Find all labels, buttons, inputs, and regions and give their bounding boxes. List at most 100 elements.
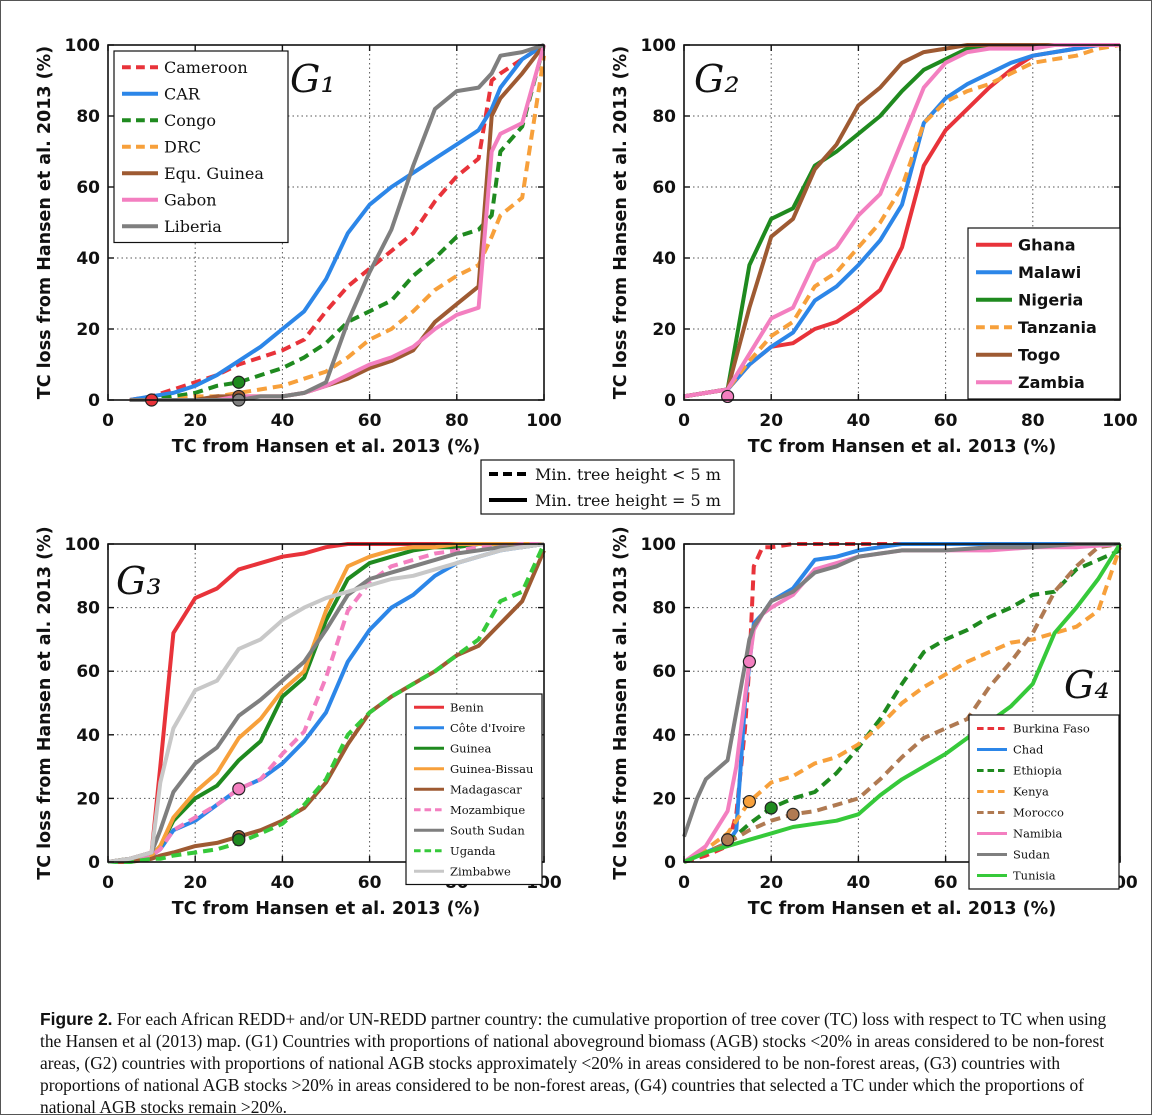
- legend-label: Togo: [1018, 346, 1060, 365]
- legend-label: Namibia: [1013, 827, 1063, 841]
- x-axis-label: TC from Hansen et al. 2013 (%): [172, 437, 480, 457]
- y-axis-label: TC loss from Hansen et al. 2013 (%): [35, 46, 55, 399]
- legend-label: Equ. Guinea: [164, 164, 264, 183]
- legend-box: [967, 227, 1121, 400]
- x-tick-label: 20: [183, 411, 207, 431]
- y-tick-label: 0: [664, 853, 676, 873]
- y-tick-label: 0: [88, 391, 100, 411]
- legend-label: Zimbabwe: [450, 864, 511, 878]
- legend-label: Tanzania: [1018, 318, 1097, 337]
- plot-frame: [683, 44, 1121, 401]
- y-tick-label: 20: [652, 320, 676, 340]
- y-tick-label: 60: [652, 178, 676, 198]
- legend: Ghana Malawi Nigeria Tanzania Togo Zambia: [967, 227, 1121, 400]
- x-tick-label: 60: [934, 411, 958, 431]
- legend-label: Guinea-Bissau: [450, 762, 533, 776]
- legend-label: Sudan: [1013, 848, 1051, 862]
- legend-label: Ghana: [1018, 236, 1076, 255]
- chart-panel-G1: 0 20 40 60 80 100 0 20 40 60 80 100 TC from Hansen e…: [35, 36, 562, 457]
- plot-frame: [683, 543, 1121, 863]
- legend-label: Gabon: [164, 191, 217, 210]
- plot-frame: [107, 543, 545, 863]
- panel-label: G₁: [290, 57, 336, 101]
- y-tick-label: 60: [76, 662, 100, 682]
- x-tick-label: 100: [1102, 411, 1138, 431]
- x-tick-label: 40: [271, 411, 295, 431]
- threshold-marker: [742, 655, 757, 669]
- legend: Burkina Faso Chad Ethiopia Kenya Morocco Nami…: [968, 714, 1120, 890]
- y-tick-label: 40: [76, 249, 100, 269]
- y-axis-label: TC loss from Hansen et al. 2013 (%): [35, 526, 55, 879]
- x-tick-label: 0: [678, 411, 690, 431]
- threshold-marker: [232, 782, 246, 796]
- x-tick-label: 20: [759, 411, 783, 431]
- y-tick-label: 80: [76, 599, 100, 619]
- y-tick-label: 80: [652, 599, 676, 619]
- x-tick-label: 0: [678, 873, 690, 893]
- series-line-uganda: [108, 543, 546, 864]
- chart-panel-G2: 0 20 40 60 80 100 0 20 40 60 80 100 TC from Hansen e…: [611, 36, 1138, 457]
- series-line-sudan: [682, 542, 1120, 838]
- series-line-drc: [129, 55, 546, 402]
- legend: Benin Côte d'Ivoire Guinea Guinea-Bissau Mad…: [405, 693, 543, 886]
- threshold-marker: [232, 375, 246, 389]
- legend-label: Uganda: [450, 844, 496, 858]
- x-tick-label: 80: [445, 411, 469, 431]
- y-tick-label: 40: [652, 249, 676, 269]
- y-axis-label: TC loss from Hansen et al. 2013 (%): [611, 46, 631, 399]
- legend-label: Ethiopia: [1013, 764, 1062, 778]
- line-style-legend-box: [480, 459, 735, 515]
- x-tick-label: 100: [526, 411, 562, 431]
- y-tick-label: 40: [652, 726, 676, 746]
- y-tick-label: 0: [88, 853, 100, 873]
- series-line-mozambique: [107, 542, 544, 864]
- series-line-zambia: [683, 43, 1120, 399]
- plot-frame: [107, 44, 545, 401]
- legend-label: Guinea: [450, 741, 491, 755]
- legend-label: DRC: [164, 138, 201, 157]
- x-tick-label: 60: [358, 873, 382, 893]
- legend-label: Morocco: [1013, 806, 1064, 820]
- threshold-marker: [232, 833, 246, 847]
- series-line-zimbabwe: [107, 542, 545, 864]
- y-tick-label: 80: [76, 107, 100, 127]
- x-tick-label: 80: [1021, 411, 1045, 431]
- y-tick-label: 80: [652, 107, 676, 127]
- y-tick-label: 0: [664, 391, 676, 411]
- panel-label: G₃: [116, 559, 162, 603]
- legend-label: Nigeria: [1018, 291, 1083, 310]
- legend-label: Burkina Faso: [1013, 722, 1090, 736]
- series-line-car: [129, 43, 546, 402]
- series-line-malawi: [683, 43, 1120, 399]
- y-tick-label: 60: [652, 662, 676, 682]
- x-tick-label: 20: [183, 873, 207, 893]
- legend-label: Madagascar: [450, 782, 522, 796]
- legend-label: South Sudan: [450, 823, 525, 837]
- figure-plots: 0 20 40 60 80 100 0 20 40 60 80 100 TC from Hansen e…: [35, 36, 1138, 919]
- legend-label: Malawi: [1018, 263, 1081, 282]
- caption-label: Figure 2.: [40, 1009, 113, 1029]
- x-tick-label: 40: [847, 873, 871, 893]
- legend: Cameroon CAR Congo DRC Equ. Guinea Gabon Liber…: [113, 50, 289, 244]
- y-tick-label: 20: [652, 789, 676, 809]
- series-line-ethiopia: [683, 548, 1121, 864]
- legend-label: Kenya: [1013, 785, 1049, 799]
- legend-label: CAR: [164, 85, 201, 104]
- figure-caption: Figure 2. For each African REDD+ and/or …: [40, 1008, 1125, 1118]
- legend-label: Mozambique: [450, 803, 525, 817]
- x-axis-label: TC from Hansen et al. 2013 (%): [172, 899, 480, 919]
- x-axis-label: TC from Hansen et al. 2013 (%): [748, 899, 1056, 919]
- legend-label: Cameroon: [164, 58, 248, 77]
- x-tick-label: 60: [934, 873, 958, 893]
- y-tick-label: 100: [65, 36, 101, 56]
- panel-label: G₄: [1064, 663, 1110, 707]
- x-axis-label: TC from Hansen et al. 2013 (%): [748, 437, 1056, 457]
- legend-label: Benin: [450, 700, 484, 714]
- y-tick-label: 100: [641, 36, 677, 56]
- x-tick-label: 20: [759, 873, 783, 893]
- legend-box: [968, 714, 1120, 890]
- threshold-marker: [742, 794, 757, 809]
- x-tick-label: 0: [102, 873, 114, 893]
